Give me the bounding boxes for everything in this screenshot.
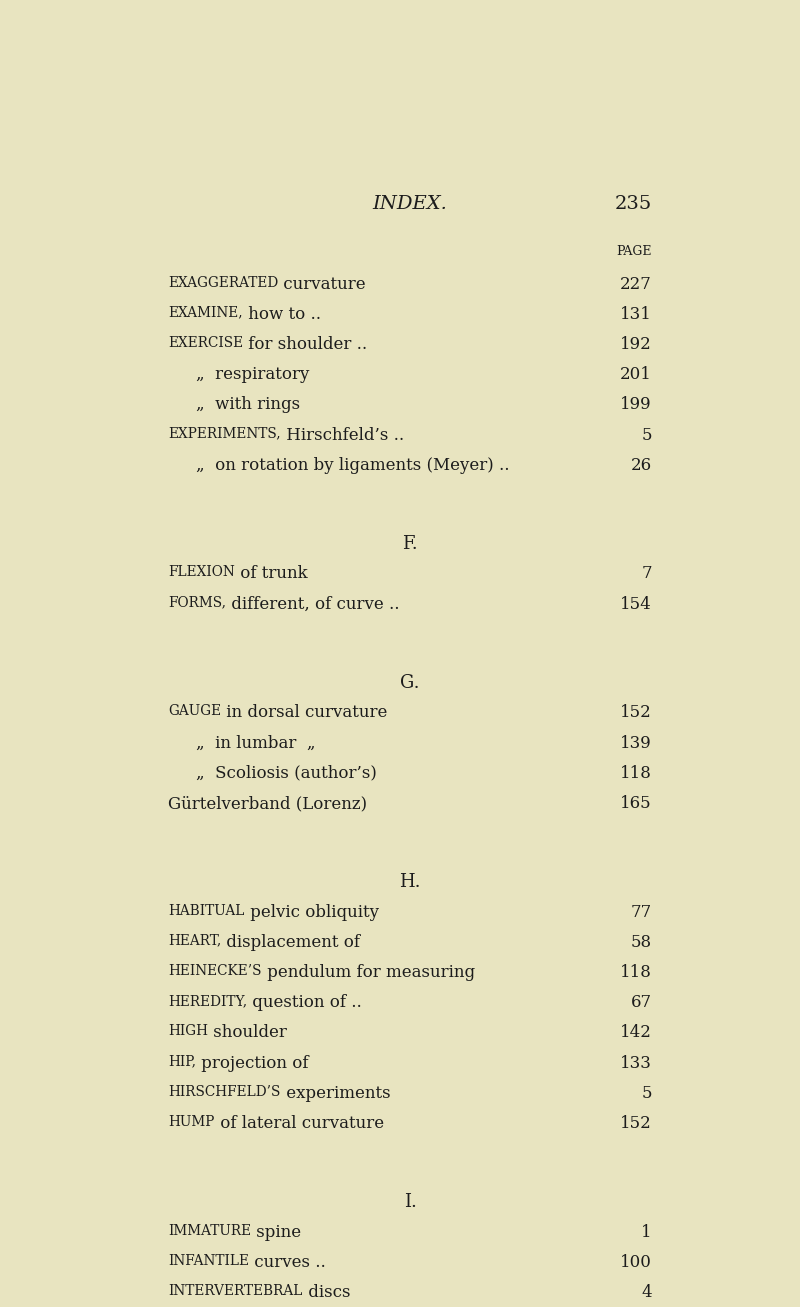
- Text: „  on rotation by ligaments (Meyer) ..: „ on rotation by ligaments (Meyer) ..: [196, 456, 510, 473]
- Text: H.: H.: [399, 873, 421, 891]
- Text: 5: 5: [642, 1085, 652, 1102]
- Text: 77: 77: [630, 903, 652, 920]
- Text: HUMP: HUMP: [168, 1115, 214, 1129]
- Text: G.: G.: [400, 674, 420, 693]
- Text: 131: 131: [620, 306, 652, 323]
- Text: of trunk: of trunk: [235, 566, 307, 583]
- Text: 118: 118: [620, 965, 652, 982]
- Text: 118: 118: [620, 765, 652, 782]
- Text: 133: 133: [620, 1055, 652, 1072]
- Text: projection of: projection of: [196, 1055, 309, 1072]
- Text: pendulum for measuring: pendulum for measuring: [262, 965, 475, 982]
- Text: different, of curve ..: different, of curve ..: [226, 596, 400, 613]
- Text: HIGH: HIGH: [168, 1025, 208, 1038]
- Text: curvature: curvature: [278, 276, 366, 293]
- Text: 201: 201: [620, 366, 652, 383]
- Text: for shoulder ..: for shoulder ..: [243, 336, 367, 353]
- Text: 165: 165: [620, 795, 652, 812]
- Text: EXAGGERATED: EXAGGERATED: [168, 276, 278, 290]
- Text: EXERCISE: EXERCISE: [168, 336, 243, 350]
- Text: experiments: experiments: [281, 1085, 390, 1102]
- Text: 5: 5: [642, 426, 652, 443]
- Text: HABITUAL: HABITUAL: [168, 903, 245, 918]
- Text: FLEXION: FLEXION: [168, 566, 235, 579]
- Text: HIRSCHFELD’S: HIRSCHFELD’S: [168, 1085, 281, 1099]
- Text: INDEX.: INDEX.: [373, 195, 447, 213]
- Text: HEINECKE’S: HEINECKE’S: [168, 965, 262, 978]
- Text: question of ..: question of ..: [247, 995, 362, 1012]
- Text: curves ..: curves ..: [250, 1253, 326, 1270]
- Text: of lateral curvature: of lateral curvature: [214, 1115, 384, 1132]
- Text: EXAMINE,: EXAMINE,: [168, 306, 243, 320]
- Text: spine: spine: [251, 1223, 302, 1240]
- Text: 235: 235: [614, 195, 652, 213]
- Text: FORMS,: FORMS,: [168, 596, 226, 609]
- Text: in dorsal curvature: in dorsal curvature: [222, 704, 388, 721]
- Text: 142: 142: [620, 1025, 652, 1042]
- Text: Gürtelverband (Lorenz): Gürtelverband (Lorenz): [168, 795, 367, 812]
- Text: 227: 227: [620, 276, 652, 293]
- Text: HIP,: HIP,: [168, 1055, 196, 1069]
- Text: pelvic obliquity: pelvic obliquity: [245, 903, 378, 920]
- Text: 26: 26: [630, 456, 652, 473]
- Text: „  respiratory: „ respiratory: [196, 366, 310, 383]
- Text: shoulder: shoulder: [208, 1025, 287, 1042]
- Text: HEREDITY,: HEREDITY,: [168, 995, 247, 1008]
- Text: HEART,: HEART,: [168, 933, 222, 948]
- Text: 152: 152: [620, 1115, 652, 1132]
- Text: 4: 4: [641, 1283, 652, 1300]
- Text: I.: I.: [403, 1193, 417, 1212]
- Text: 154: 154: [620, 596, 652, 613]
- Text: 58: 58: [630, 933, 652, 950]
- Text: discs: discs: [302, 1283, 350, 1300]
- Text: 152: 152: [620, 704, 652, 721]
- Text: 192: 192: [620, 336, 652, 353]
- Text: „  in lumbar  „: „ in lumbar „: [196, 735, 315, 752]
- Text: PAGE: PAGE: [616, 246, 652, 259]
- Text: INTERVERTEBRAL: INTERVERTEBRAL: [168, 1283, 302, 1298]
- Text: 139: 139: [620, 735, 652, 752]
- Text: Hirschfeld’s ..: Hirschfeld’s ..: [281, 426, 404, 443]
- Text: how to ..: how to ..: [243, 306, 321, 323]
- Text: 100: 100: [620, 1253, 652, 1270]
- Text: „  with rings: „ with rings: [196, 396, 300, 413]
- Text: EXPERIMENTS,: EXPERIMENTS,: [168, 426, 281, 440]
- Text: 1: 1: [641, 1223, 652, 1240]
- Text: IMMATURE: IMMATURE: [168, 1223, 251, 1238]
- Text: F.: F.: [402, 536, 418, 553]
- Text: 199: 199: [620, 396, 652, 413]
- Text: displacement of: displacement of: [222, 933, 361, 950]
- Text: 67: 67: [630, 995, 652, 1012]
- Text: INFANTILE: INFANTILE: [168, 1253, 250, 1268]
- Text: 7: 7: [641, 566, 652, 583]
- Text: GAUGE: GAUGE: [168, 704, 222, 719]
- Text: „  Scoliosis (author’s): „ Scoliosis (author’s): [196, 765, 377, 782]
